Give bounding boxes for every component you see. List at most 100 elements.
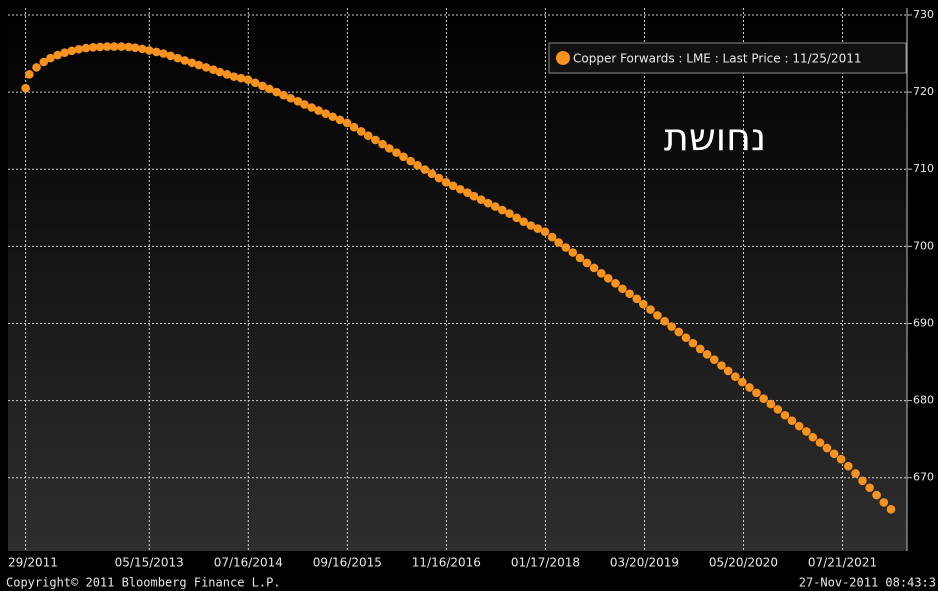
data-point (702, 350, 712, 359)
data-point (723, 366, 733, 376)
data-point (738, 377, 747, 387)
data-point (46, 53, 55, 63)
data-point (681, 333, 691, 343)
data-point (159, 49, 168, 58)
y-tick-label: 680 (913, 394, 934, 407)
data-point (879, 498, 889, 507)
legend-marker (556, 51, 570, 65)
data-point (483, 198, 493, 208)
data-point (201, 63, 211, 72)
data-point (378, 139, 387, 149)
data-point (872, 490, 881, 500)
data-point (731, 372, 740, 381)
data-point (745, 383, 754, 392)
data-point (434, 173, 444, 183)
data-point (88, 43, 98, 52)
data-point (95, 42, 105, 52)
x-tick-label: 29/2011 (8, 556, 58, 570)
data-point (547, 232, 557, 242)
annotation: נחושת (664, 116, 766, 160)
data-point (561, 243, 571, 252)
data-point (611, 279, 620, 288)
data-point (759, 394, 768, 403)
data-point (67, 46, 77, 56)
legend-label: Copper Forwards : LME : Last Price : 11/… (573, 52, 861, 66)
timestamp: 27-Nov-2011 08:43:3 (799, 576, 936, 590)
x-tick-label: 07/21/2021 (808, 556, 877, 570)
data-point (25, 70, 34, 79)
data-point (222, 70, 232, 79)
data-point (660, 316, 669, 326)
data-point (166, 51, 175, 61)
x-tick-label: 01/17/2018 (511, 556, 580, 570)
data-point (822, 443, 832, 453)
data-point (794, 421, 804, 431)
data-point (385, 144, 394, 153)
data-point (787, 416, 797, 425)
data-point (328, 112, 338, 122)
data-point (243, 75, 253, 85)
data-point (39, 57, 49, 67)
data-point (137, 44, 147, 54)
data-point (618, 284, 627, 294)
data-point (674, 327, 684, 337)
data-point (60, 48, 69, 58)
data-point (236, 73, 246, 83)
data-point (646, 305, 655, 314)
data-point (53, 50, 62, 60)
data-point (448, 181, 458, 191)
data-point (533, 224, 543, 233)
data-point (766, 399, 776, 409)
data-point (505, 209, 514, 218)
data-point (208, 65, 218, 75)
data-point (300, 100, 309, 109)
data-point (250, 78, 260, 88)
data-point (858, 476, 867, 486)
data-point (512, 213, 521, 223)
data-point (187, 58, 197, 68)
data-point (130, 43, 140, 53)
legend-box (548, 42, 907, 74)
data-point (32, 63, 41, 72)
data-point (568, 248, 578, 257)
data-point (625, 289, 634, 299)
data-point (463, 188, 472, 198)
data-point (152, 47, 161, 57)
data-point (844, 461, 853, 471)
data-point (102, 42, 112, 51)
data-point (144, 46, 154, 55)
data-point (815, 438, 825, 447)
data-point (194, 60, 204, 70)
data-point (286, 93, 296, 103)
data-point (265, 84, 274, 94)
data-point (272, 87, 281, 97)
x-tick-label: 03/20/2019 (610, 556, 679, 570)
data-point (321, 109, 331, 118)
copyright: Copyright© 2011 Bloomberg Finance L.P. (6, 576, 281, 590)
data-point (441, 178, 451, 187)
data-point (808, 432, 818, 442)
data-point (709, 355, 719, 365)
y-tick-label: 720 (913, 85, 934, 98)
x-tick-label: 07/16/2014 (214, 556, 283, 570)
data-point (638, 299, 648, 309)
data-point (597, 269, 606, 278)
data-point (356, 127, 366, 136)
x-tick-label: 11/16/2016 (412, 556, 481, 570)
data-point (688, 338, 698, 348)
data-point (21, 83, 30, 93)
data-point (399, 152, 408, 162)
data-point (865, 483, 874, 493)
data-point (258, 81, 267, 91)
data-point (363, 131, 373, 140)
data-point (667, 322, 676, 331)
data-point (632, 294, 642, 304)
data-point (124, 42, 133, 52)
data-point (780, 410, 790, 420)
data-point (349, 122, 359, 132)
y-tick-label: 700 (913, 239, 934, 252)
data-point (342, 118, 352, 128)
data-point (695, 344, 705, 354)
x-tick-label: 05/20/2020 (709, 556, 778, 570)
